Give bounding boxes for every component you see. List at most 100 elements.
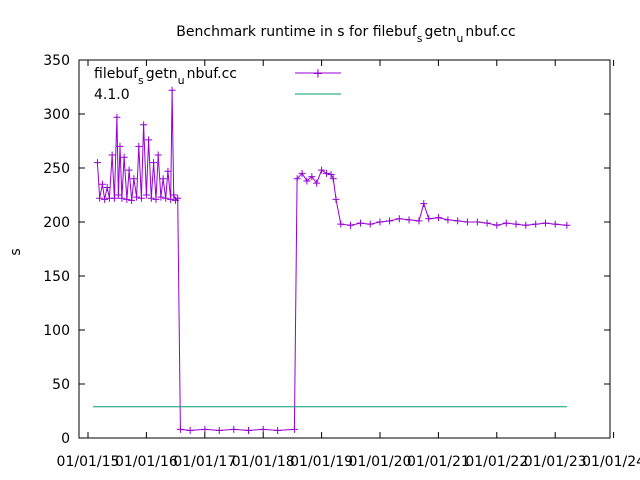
data-point-marker <box>142 191 150 199</box>
x-axis-ticks: 01/01/1501/01/1601/01/1701/01/1801/01/19… <box>57 60 640 470</box>
data-point-marker <box>215 426 223 434</box>
x-tick-label: 01/01/20 <box>349 454 412 470</box>
data-point-marker <box>98 180 106 188</box>
legend: filebufs getnu nbuf.cc + 4.1.0 <box>94 66 341 103</box>
data-point-marker <box>230 425 238 433</box>
x-tick-label: 01/01/24 <box>582 454 640 470</box>
data-point-marker <box>150 159 158 167</box>
data-point-marker <box>563 221 571 229</box>
data-point-marker <box>186 426 194 434</box>
data-point-marker <box>245 426 253 434</box>
legend-label-series-2: 4.1.0 <box>94 87 130 103</box>
y-tick-label: 250 <box>43 161 70 177</box>
y-tick-label: 350 <box>43 53 70 69</box>
data-point-marker <box>274 426 282 434</box>
data-point-marker <box>93 159 101 167</box>
data-point-marker <box>347 221 355 229</box>
data-point-marker <box>337 220 345 228</box>
x-tick-label: 01/01/18 <box>232 454 295 470</box>
legend-marker-series-1: + <box>313 67 324 82</box>
x-tick-label: 01/01/19 <box>290 454 353 470</box>
data-point-marker <box>154 151 162 159</box>
data-point-marker <box>532 220 540 228</box>
legend-label-series-1: filebufs getnu nbuf.cc <box>94 66 237 87</box>
data-point-marker <box>118 194 126 202</box>
data-point-marker <box>323 169 331 177</box>
data-point-marker <box>147 194 155 202</box>
data-point-marker <box>463 218 471 226</box>
x-tick-label: 01/01/16 <box>115 454 178 470</box>
x-tick-label: 01/01/15 <box>57 454 120 470</box>
series-line-1 <box>96 90 567 431</box>
data-point-marker <box>164 167 172 175</box>
data-point-marker <box>145 136 153 144</box>
y-tick-label: 50 <box>52 377 70 393</box>
y-tick-label: 100 <box>43 323 70 339</box>
data-point-marker <box>356 219 364 227</box>
data-point-marker <box>133 193 141 201</box>
y-axis-ticks: 0 50 100 150 200 250 300 350 <box>43 53 610 447</box>
series-layer <box>93 86 571 434</box>
data-point-marker <box>125 166 133 174</box>
data-point-marker <box>162 194 170 202</box>
data-point-marker <box>313 179 321 187</box>
chart-title: Benchmark runtime in s for filebufs getnu… <box>176 24 515 45</box>
data-point-marker <box>114 191 122 199</box>
data-point-marker <box>444 216 452 224</box>
data-point-marker <box>137 194 145 202</box>
data-point-marker <box>96 194 104 202</box>
data-point-marker <box>434 214 442 222</box>
data-point-marker <box>473 218 481 226</box>
data-point-marker <box>176 425 184 433</box>
data-point-marker <box>512 220 520 228</box>
data-point-marker <box>110 194 118 202</box>
data-point-marker <box>167 195 175 203</box>
data-point-marker <box>135 142 143 150</box>
data-point-marker <box>128 196 136 204</box>
data-point-marker <box>425 215 433 223</box>
y-tick-label: 300 <box>43 107 70 123</box>
data-point-marker <box>405 216 413 224</box>
data-point-marker <box>551 220 559 228</box>
data-point-marker <box>329 175 337 183</box>
data-point-marker <box>290 425 298 433</box>
data-point-marker <box>168 86 176 94</box>
data-point-marker <box>120 153 128 161</box>
data-point-marker <box>259 425 267 433</box>
data-point-marker <box>293 175 301 183</box>
data-point-marker <box>386 217 394 225</box>
data-point-marker <box>108 151 116 159</box>
data-point-marker <box>395 215 403 223</box>
data-point-marker <box>116 142 124 150</box>
data-point-marker <box>174 194 182 202</box>
data-point-marker <box>170 191 178 199</box>
x-tick-label: 01/01/17 <box>173 454 236 470</box>
data-point-marker <box>113 113 121 121</box>
x-tick-label: 01/01/23 <box>524 454 587 470</box>
data-point-marker <box>541 219 549 227</box>
y-tick-label: 150 <box>43 269 70 285</box>
x-tick-label: 01/01/21 <box>407 454 470 470</box>
y-tick-label: 200 <box>43 215 70 231</box>
y-axis-label: s <box>8 248 24 255</box>
data-point-marker <box>303 177 311 185</box>
plot-frame <box>78 59 611 439</box>
data-point-marker <box>327 170 335 178</box>
data-point-marker <box>130 175 138 183</box>
data-point-marker <box>101 195 109 203</box>
data-point-marker <box>415 217 423 225</box>
data-point-marker <box>318 166 326 174</box>
data-point-marker <box>522 221 530 229</box>
data-point-marker <box>103 183 111 191</box>
data-point-marker <box>366 220 374 228</box>
data-point-marker <box>332 195 340 203</box>
y-tick-label: 0 <box>61 431 70 447</box>
data-point-marker <box>376 218 384 226</box>
data-point-marker <box>152 195 160 203</box>
data-point-marker <box>298 169 306 177</box>
data-point-marker <box>157 193 165 201</box>
x-tick-label: 01/01/22 <box>465 454 528 470</box>
data-point-marker <box>201 425 209 433</box>
data-point-marker <box>140 121 148 129</box>
